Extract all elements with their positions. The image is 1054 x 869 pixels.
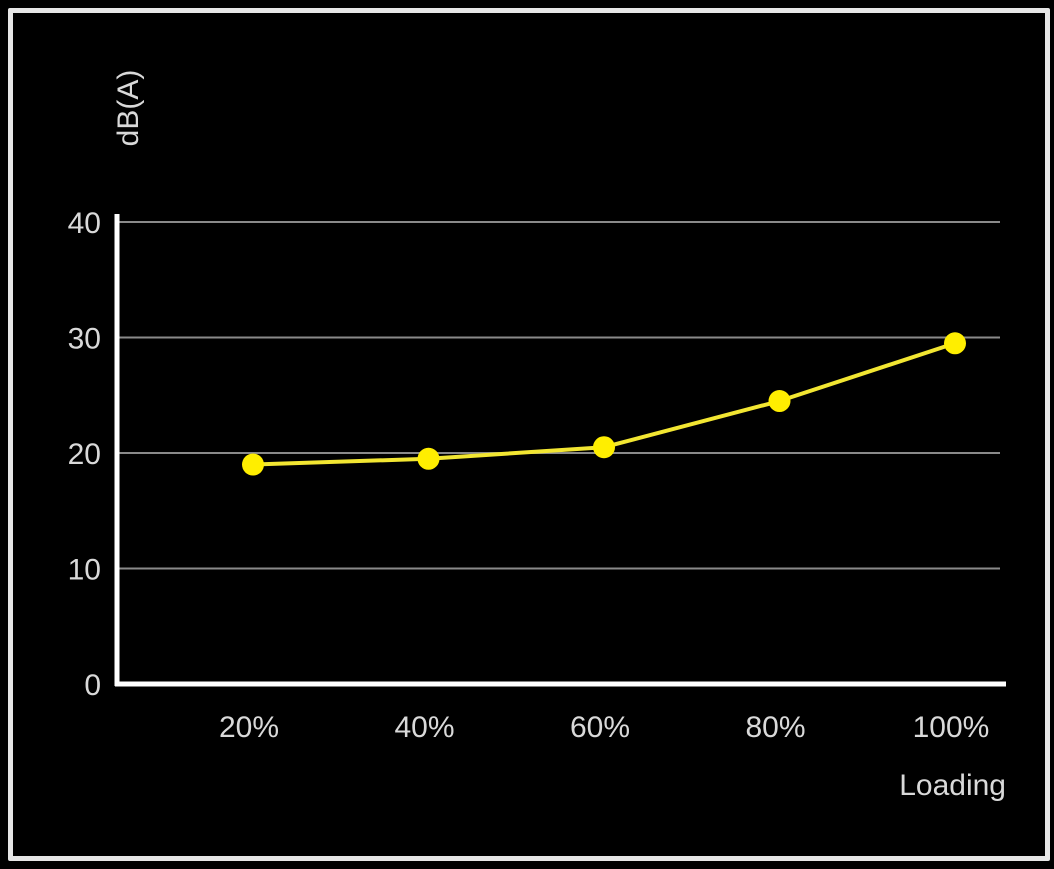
series	[242, 332, 966, 476]
data-point-3	[768, 390, 791, 413]
y-tick-labels: 0 10 20 30 40	[68, 207, 101, 702]
grid-lines	[117, 221, 1000, 570]
y-tick-label-1: 10	[68, 554, 101, 587]
y-tick-label-0: 0	[84, 669, 101, 702]
x-tick-label-2: 60%	[570, 711, 630, 744]
data-point-1	[417, 447, 440, 470]
x-axis-title: Loading	[899, 769, 1006, 802]
y-tick-label-2: 20	[68, 438, 101, 471]
y-axis-title: dB(A)	[112, 70, 145, 147]
y-tick-label-4: 40	[68, 207, 101, 240]
y-tick-label-3: 30	[68, 323, 101, 356]
x-tick-labels: 20% 40% 60% 80% 100%	[219, 711, 989, 744]
chart-frame	[8, 8, 1050, 861]
x-tick-label-3: 80%	[745, 711, 805, 744]
data-point-4	[944, 332, 966, 355]
x-tick-label-0: 20%	[219, 711, 279, 744]
x-tick-label-4: 100%	[913, 711, 990, 744]
x-tick-label-1: 40%	[394, 711, 454, 744]
data-point-2	[593, 436, 615, 459]
axes	[114, 214, 1006, 687]
data-point-0	[242, 453, 264, 476]
